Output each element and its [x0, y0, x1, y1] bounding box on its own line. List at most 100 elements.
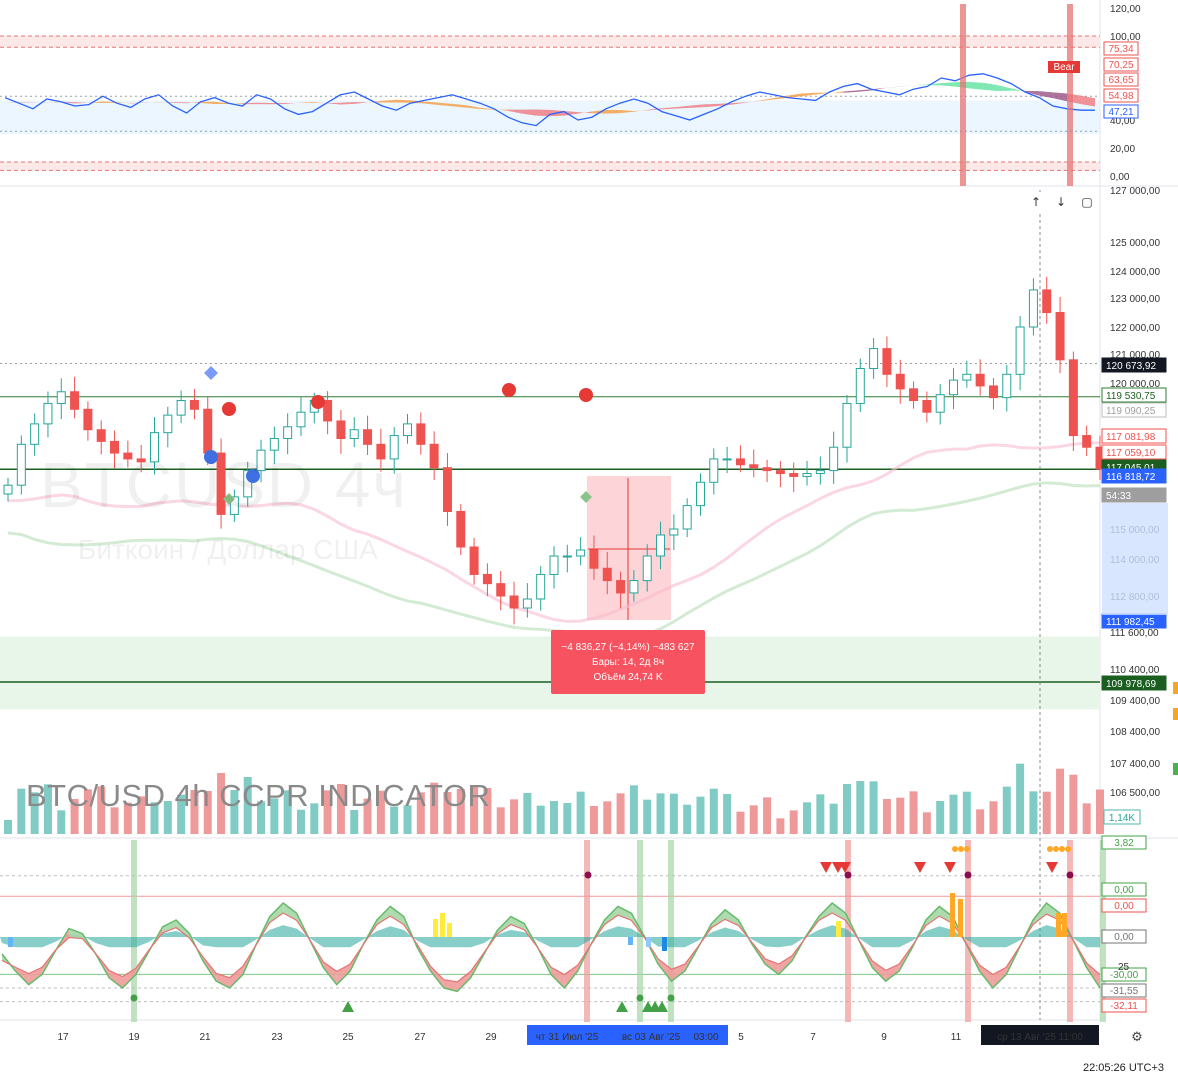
- bear-triangle: [944, 862, 956, 873]
- oscillator-ribbon: [172, 102, 187, 104]
- fullscreen-icon: ▢: [1081, 195, 1093, 209]
- ccpr-value-text: 3,82: [1114, 838, 1134, 849]
- oscillator-ribbon: [801, 92, 816, 97]
- volume-bar: [230, 790, 239, 834]
- price-badge-text: 116 818,72: [1106, 472, 1156, 483]
- volume-bar: [177, 794, 186, 834]
- time-axis-label: 21: [199, 1032, 211, 1043]
- candle-body: [669, 528, 679, 536]
- title-overlay: BTC/USD 4h CCPR INDICATOR: [26, 778, 491, 813]
- ccpr-bar: [440, 913, 445, 937]
- oscillator-ribbon: [605, 109, 620, 114]
- range-change: −4 836,27 (−4,14%) −483 627: [561, 641, 695, 653]
- candle-body: [496, 583, 506, 597]
- volume-bar: [803, 802, 812, 834]
- time-axis-label: 11: [951, 1032, 962, 1043]
- volume-bar: [643, 799, 652, 834]
- oscillator-value-badge: [1103, 57, 1139, 72]
- volume-bar: [483, 788, 492, 834]
- price-badge-text: 117 059,10: [1106, 448, 1156, 459]
- bull-triangle: [616, 1001, 628, 1012]
- price-tick-label: 110 400,00: [1110, 665, 1160, 676]
- oscillator-ribbon: [731, 102, 746, 105]
- volume-bar: [203, 791, 212, 834]
- oscillator-value-badge: [1103, 88, 1139, 103]
- candle-body: [203, 408, 213, 454]
- volume-bar: [350, 810, 359, 834]
- candle-body: [70, 391, 80, 410]
- oscillator-ribbon: [466, 105, 481, 109]
- volume-bar: [789, 810, 798, 834]
- scroll-down-button[interactable]: ↓: [1051, 192, 1071, 212]
- candle-body: [1002, 373, 1012, 399]
- volume-badge: [1103, 809, 1141, 825]
- oscillator-ribbon: [354, 101, 369, 104]
- oscillator-ribbon: [633, 109, 648, 112]
- ccpr-ribbon: [283, 903, 297, 921]
- volume-bar: [829, 803, 838, 834]
- volume-bar: [976, 809, 985, 834]
- price-badge: [1101, 468, 1167, 484]
- oscillator-ribbon: [312, 101, 327, 104]
- oscillator-ribbon: [74, 102, 89, 104]
- candle-body: [709, 458, 719, 483]
- oscillator-ribbon: [424, 101, 439, 105]
- ccpr-ribbon: [390, 906, 404, 925]
- ccpr-dot: [964, 871, 972, 879]
- scroll-up-button[interactable]: ↑: [1026, 192, 1046, 212]
- volume-bar: [323, 790, 332, 834]
- oscillator-band: [0, 100, 1100, 134]
- volume-bar: [243, 777, 252, 834]
- oscillator-ribbon: [857, 89, 872, 92]
- oscillator-ribbon: [997, 85, 1012, 91]
- ccpr-bar: [1062, 913, 1067, 937]
- time-axis-label: 23: [271, 1032, 283, 1043]
- fullscreen-button[interactable]: ▢: [1077, 192, 1097, 212]
- candle-body: [935, 394, 945, 413]
- oscillator-ribbon: [815, 92, 830, 95]
- gear-icon[interactable]: ⚙: [1131, 1029, 1143, 1045]
- oscillator-ribbon: [382, 99, 397, 103]
- ccpr-signal-column: [584, 840, 590, 1022]
- ccpr-orange-dot: [958, 846, 964, 852]
- oscillator-value-badge: [1103, 41, 1139, 56]
- ccpr-value-text: 0,00: [1114, 932, 1134, 943]
- ccpr-ribbon: [68, 928, 83, 939]
- candle-body: [895, 373, 905, 390]
- time-axis-label: 19: [128, 1032, 140, 1043]
- volume-bar: [669, 793, 678, 834]
- ccpr-ribbon: [176, 920, 190, 939]
- time-axis-label: 29: [485, 1032, 497, 1043]
- volume-bar: [629, 785, 638, 834]
- volume-bar: [656, 793, 665, 834]
- oscillator-ribbon: [1025, 90, 1040, 96]
- volume-bar: [190, 790, 199, 834]
- candle-body: [1068, 359, 1078, 437]
- volume-bar: [603, 801, 612, 834]
- volume-bar: [283, 790, 292, 834]
- price-badge-text: 117 081,98: [1106, 432, 1156, 443]
- candle-body: [389, 435, 399, 460]
- candle-body: [536, 573, 546, 600]
- candle-body: [842, 402, 852, 448]
- volume-badge-text: 1,14K: [1109, 813, 1135, 824]
- oscillator-ribbon: [675, 105, 690, 109]
- ccpr-ribbon: [376, 906, 391, 925]
- side-marker: [1173, 708, 1178, 720]
- ccpr-slow-line: [1, 912, 1101, 983]
- oscillator-tick-label: 0,00: [1110, 172, 1130, 183]
- volume-bar: [1069, 774, 1078, 834]
- ccpr-ribbon: [658, 958, 672, 982]
- ccpr-orange-dot: [1059, 846, 1065, 852]
- volume-bar: [150, 802, 159, 834]
- candle-body: [110, 440, 120, 454]
- candle-body: [829, 446, 839, 472]
- volume-bar: [962, 791, 971, 834]
- ccpr-ribbon: [28, 967, 43, 985]
- volume-bar: [1082, 803, 1091, 834]
- ccpr-value-badge: [1101, 998, 1147, 1013]
- price-badge: [1101, 444, 1167, 460]
- volume-bar: [869, 781, 878, 834]
- candle-body: [176, 400, 186, 416]
